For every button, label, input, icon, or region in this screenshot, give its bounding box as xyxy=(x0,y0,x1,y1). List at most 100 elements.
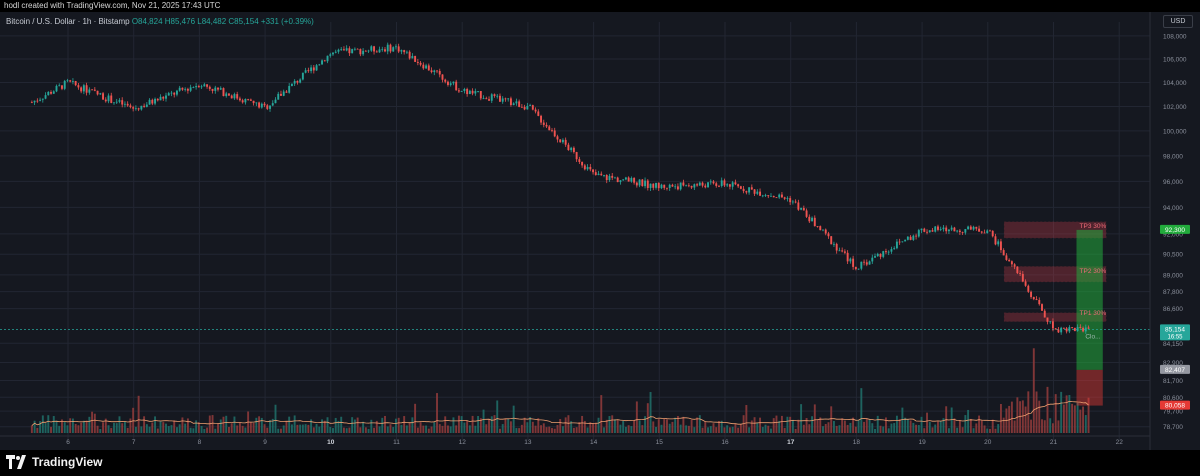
volume-bar xyxy=(1013,420,1016,433)
volume-bar xyxy=(184,423,187,433)
volume-bar xyxy=(425,425,428,433)
volume-bar xyxy=(750,420,753,433)
candle-body xyxy=(307,70,310,72)
volume-bar xyxy=(668,423,671,433)
currency-selector[interactable]: USD xyxy=(1163,15,1193,28)
candle-body xyxy=(531,105,534,110)
volume-bar xyxy=(564,417,567,433)
volume-bar xyxy=(811,416,814,433)
candle-body xyxy=(225,93,228,97)
candle-body xyxy=(206,84,209,87)
volume-bar xyxy=(244,427,247,433)
time-axis[interactable]: 6 7 8 9 10 11 12 13 14 15 16 17 18 19 20 21 22 xyxy=(0,435,1150,446)
volume-bar xyxy=(151,422,154,433)
candle-body xyxy=(192,87,195,88)
volume-bar xyxy=(162,422,165,433)
candle-body xyxy=(1068,327,1071,332)
volume-bar xyxy=(876,415,879,433)
volume-bar xyxy=(99,428,102,433)
candle-body xyxy=(663,184,666,188)
volume-bar xyxy=(225,415,228,433)
volume-bar xyxy=(523,417,526,433)
candle-body xyxy=(118,100,121,102)
volume-bar xyxy=(1043,420,1046,433)
volume-bar xyxy=(181,417,184,433)
candle-body xyxy=(362,50,365,55)
candle-body xyxy=(1019,273,1022,274)
candle-body xyxy=(835,243,838,251)
volume-bar xyxy=(375,420,378,433)
volume-bar xyxy=(786,416,789,433)
price-tick-label: 78,700 xyxy=(1163,424,1183,431)
volume-bar xyxy=(704,421,707,433)
low-value: L84,482 xyxy=(197,17,227,26)
candle-body xyxy=(438,70,441,75)
candle-body xyxy=(203,84,206,87)
symbol-legend: Bitcoin / U.S. Dollar · 1h · Bitstamp O8… xyxy=(6,17,314,27)
volume-bar xyxy=(405,425,408,433)
candle-body xyxy=(515,101,518,104)
volume-bar xyxy=(808,424,811,433)
tradingview-brand[interactable]: TradingView xyxy=(6,454,102,470)
candle-body xyxy=(978,228,980,232)
volume-bar xyxy=(556,425,559,433)
volume-bar xyxy=(58,425,61,433)
volume-bar xyxy=(849,422,852,433)
volume-bar xyxy=(800,404,803,433)
volume-bar xyxy=(805,418,808,433)
volume-bar xyxy=(742,415,745,433)
candle-body xyxy=(249,99,252,101)
price-axis[interactable]: 108,000 106,000 104,000 102,000 100,000 98,00… xyxy=(1149,12,1187,450)
time-tick-label: 13 xyxy=(524,439,532,446)
volume-bar xyxy=(33,420,36,433)
volume-bar xyxy=(288,416,291,433)
volume-bar xyxy=(156,428,159,433)
volume-bar xyxy=(619,424,622,433)
candle-body xyxy=(85,85,88,93)
volume-bar xyxy=(104,418,107,433)
candle-body xyxy=(843,251,846,253)
volume-bar xyxy=(236,425,239,433)
volume-bar xyxy=(496,400,499,433)
volume-bar xyxy=(321,419,323,433)
candle-body xyxy=(162,96,165,99)
volume-bar xyxy=(1024,406,1027,433)
candle-body xyxy=(578,159,581,162)
candle-body xyxy=(827,233,830,237)
chart-pane[interactable] xyxy=(0,12,1200,450)
candle-body xyxy=(93,89,96,91)
volume-bar xyxy=(364,427,367,433)
candle-body xyxy=(715,183,718,186)
volume-bar xyxy=(192,428,195,433)
volume-bar xyxy=(666,419,668,433)
annotation-label: TP1 30% xyxy=(1080,310,1107,317)
candle-body xyxy=(635,182,638,186)
candle-body xyxy=(359,49,362,55)
volume-bar xyxy=(501,424,504,433)
volume-bar xyxy=(660,424,663,433)
volume-bar xyxy=(926,412,928,433)
candle-body xyxy=(849,258,852,262)
volume-bar xyxy=(671,421,674,433)
candle-body xyxy=(436,70,438,72)
volume-bar xyxy=(830,406,833,433)
candle-body xyxy=(280,93,282,96)
candle-body xyxy=(764,195,767,196)
candle-body xyxy=(594,172,597,175)
volume-bar xyxy=(126,427,129,433)
candle-body xyxy=(321,60,323,65)
volume-bar xyxy=(102,422,104,433)
candle-body xyxy=(356,48,359,50)
candle-body xyxy=(570,147,573,151)
candle-body xyxy=(154,98,157,104)
candle-body xyxy=(526,105,529,110)
candle-body xyxy=(728,184,731,187)
candle-body xyxy=(238,98,241,101)
volume-bar xyxy=(589,422,592,433)
volume-bar xyxy=(904,417,907,433)
volume-bar xyxy=(956,427,959,433)
volume-bar xyxy=(797,419,800,433)
candle-body xyxy=(824,229,827,234)
volume-bar xyxy=(559,419,562,433)
